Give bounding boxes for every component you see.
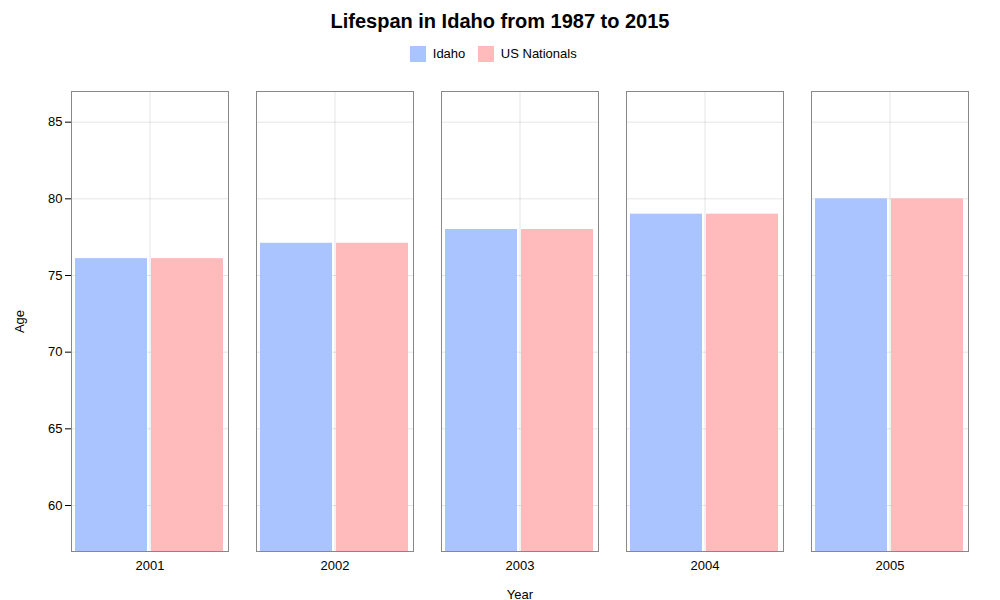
svg-text:75: 75 bbox=[48, 267, 62, 282]
svg-text:Year: Year bbox=[507, 586, 534, 600]
svg-text:2005: 2005 bbox=[876, 557, 905, 572]
svg-text:2002: 2002 bbox=[321, 557, 350, 572]
svg-text:80: 80 bbox=[48, 190, 62, 205]
svg-text:2001: 2001 bbox=[136, 557, 165, 572]
html-text:Idaho: Idaho bbox=[432, 46, 466, 61]
svg-text:65: 65 bbox=[48, 420, 62, 435]
svg-text:2003: 2003 bbox=[506, 557, 535, 572]
html-text:Lifespan in Idaho from 1987 to: Lifespan in Idaho from 1987 to 2015 bbox=[330, 10, 670, 32]
html-text:US Nationals: US Nationals bbox=[500, 46, 577, 61]
svg-text:70: 70 bbox=[48, 344, 62, 359]
svg-text:60: 60 bbox=[48, 497, 62, 512]
svg-text:85: 85 bbox=[48, 114, 62, 129]
svg-text:Age: Age bbox=[12, 309, 27, 332]
svg-text:2004: 2004 bbox=[691, 557, 720, 572]
